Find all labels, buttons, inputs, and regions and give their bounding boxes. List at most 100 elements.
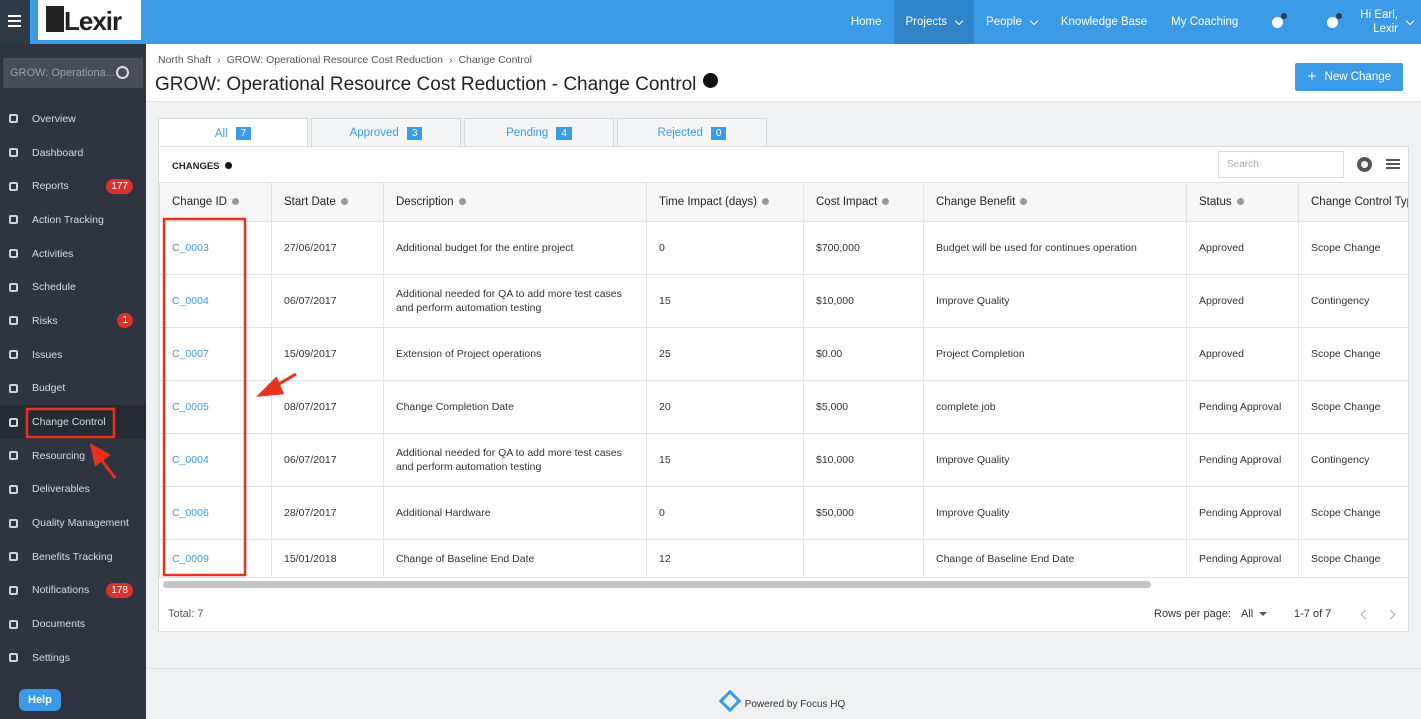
cell: Additional needed for QA to add more tes… xyxy=(383,274,647,328)
column-header[interactable]: Description xyxy=(383,182,647,222)
menu-item[interactable]: Action Tracking xyxy=(0,203,146,237)
menu-label: Risks xyxy=(32,314,58,327)
help-icon[interactable] xyxy=(703,73,719,88)
scrollbar[interactable] xyxy=(163,581,1151,588)
tab[interactable]: Pending 4 xyxy=(464,118,614,147)
cell: 15 xyxy=(646,274,804,328)
table-row: C_0004 06/07/2017 Additional needed for QA… xyxy=(159,274,1408,328)
menu-item[interactable]: Benefits Tracking xyxy=(0,540,146,574)
menu-item[interactable]: Overview xyxy=(0,102,146,136)
logo[interactable]: Lexir xyxy=(38,0,141,40)
nav-item[interactable]: People xyxy=(974,0,1049,44)
menu-item[interactable]: Reports 177 xyxy=(0,169,146,203)
menu-item[interactable]: Issues xyxy=(0,338,146,372)
menu-label: Dashboard xyxy=(32,146,84,159)
change-id-link[interactable]: C_0009 xyxy=(159,539,272,578)
menu-icon xyxy=(9,518,18,528)
header-row: Change ID Start Date Description Time Impac… xyxy=(159,182,1408,222)
menu-item[interactable]: Activities xyxy=(0,237,146,271)
menu-item[interactable]: Budget xyxy=(0,372,146,406)
nav-label: Knowledge Base xyxy=(1060,16,1148,28)
cell: $10,000 xyxy=(803,433,924,487)
cell: 15/01/2018 xyxy=(271,539,384,578)
nav-item[interactable]: Projects xyxy=(893,0,975,44)
changes-table: Change ID Start Date Description Time Impac… xyxy=(159,182,1408,578)
change-id-link[interactable]: C_0006 xyxy=(159,486,272,540)
column-header[interactable]: Change Control Type xyxy=(1298,182,1408,222)
cell: Scope Change xyxy=(1298,380,1408,434)
cell: 28/07/2017 xyxy=(271,486,384,540)
column-header[interactable]: Change Benefit xyxy=(923,182,1187,222)
menu-label: Budget xyxy=(32,382,66,395)
user-text: Hi Earl, Lexir xyxy=(1360,8,1398,36)
tab[interactable]: Approved 3 xyxy=(311,118,461,147)
menu-toggle[interactable] xyxy=(0,0,30,44)
next-page[interactable] xyxy=(1385,609,1396,620)
sidebar: GROW: Operationa... Overview Dashboard Rep… xyxy=(0,44,146,719)
cell: Improve Quality xyxy=(923,486,1187,540)
menu-icon xyxy=(9,653,18,663)
cell: Additional Hardware xyxy=(383,486,647,540)
menu-icon xyxy=(9,181,18,191)
menu-item[interactable]: Change Control xyxy=(0,405,146,439)
cell: Pending Approval xyxy=(1186,486,1299,540)
breadcrumb-item[interactable]: GROW: Operational Resource Cost Reductio… xyxy=(211,54,443,66)
column-header[interactable]: Time Impact (days) xyxy=(646,182,804,222)
menu-item[interactable]: Settings xyxy=(0,641,146,675)
menu-item[interactable]: Risks 1 xyxy=(0,304,146,338)
menu-item[interactable]: Deliverables xyxy=(0,473,146,507)
tab[interactable]: All 7 xyxy=(158,118,308,148)
menu-item[interactable]: Dashboard xyxy=(0,136,146,170)
caret xyxy=(1405,16,1415,25)
project-search[interactable]: GROW: Operationa... xyxy=(3,58,143,88)
cell: Approved xyxy=(1186,221,1299,275)
cell: $0.00 xyxy=(803,327,924,381)
change-id-link[interactable]: C_0003 xyxy=(159,221,272,275)
page-title-wrap: GROW: Operational Resource Cost Reductio… xyxy=(155,73,719,96)
table-row: C_0007 15/09/2017 Extension of Project ope… xyxy=(159,327,1408,381)
menu-label: Documents xyxy=(32,618,86,631)
brand: Lexir xyxy=(64,6,122,36)
tab-label: Rejected xyxy=(657,127,703,139)
change-id-link[interactable]: C_0007 xyxy=(159,327,272,381)
cell: Project Completion xyxy=(923,327,1187,381)
table-row: C_0004 06/07/2017 Additional needed for QA… xyxy=(159,433,1408,487)
menu-item[interactable]: Resourcing xyxy=(0,439,146,473)
menu-item[interactable]: Documents xyxy=(0,607,146,641)
column-header[interactable]: Cost Impact xyxy=(803,182,924,222)
main: North ShaftGROW: Operational Resource Co… xyxy=(146,44,1421,719)
help-button[interactable]: Help xyxy=(19,689,61,711)
user-menu[interactable]: Hi Earl, Lexir xyxy=(1360,8,1421,36)
new-change-button[interactable]: New Change xyxy=(1294,63,1403,91)
tab[interactable]: Rejected 0 xyxy=(617,118,767,147)
columns-menu[interactable] xyxy=(1386,159,1400,169)
globe-icon[interactable] xyxy=(1327,12,1343,28)
menu-icon xyxy=(9,249,18,259)
column-header[interactable]: Start Date xyxy=(271,182,384,222)
change-id-link[interactable]: C_0005 xyxy=(159,380,272,434)
nav-item[interactable]: Home xyxy=(839,0,894,44)
menu-label: Settings xyxy=(32,651,70,664)
alerts-icon[interactable] xyxy=(1272,12,1288,28)
menu-label: Overview xyxy=(32,112,76,125)
rows-select[interactable]: All xyxy=(1241,608,1267,620)
cell: Budget will be used for continues operat… xyxy=(923,221,1187,275)
breadcrumb-item[interactable]: North Shaft xyxy=(158,54,212,66)
tab-label: All xyxy=(214,127,228,140)
settings-icon[interactable] xyxy=(1357,157,1372,172)
change-id-link[interactable]: C_0004 xyxy=(159,433,272,487)
column-header[interactable]: Status xyxy=(1186,182,1299,222)
cell: 06/07/2017 xyxy=(271,274,384,328)
nav-label: People xyxy=(986,16,1022,28)
table-search[interactable]: Search xyxy=(1218,151,1344,178)
tab-count: 4 xyxy=(556,126,572,140)
nav-item[interactable]: Knowledge Base xyxy=(1049,0,1159,44)
menu-item[interactable]: Quality Management xyxy=(0,506,146,540)
column-header[interactable]: Change ID xyxy=(159,182,272,222)
menu-item[interactable]: Schedule xyxy=(0,270,146,304)
nav-item[interactable]: My Coaching xyxy=(1159,0,1250,44)
menu-item[interactable]: Notifications 178 xyxy=(0,574,146,608)
prev-page[interactable] xyxy=(1360,609,1371,620)
change-id-link[interactable]: C_0004 xyxy=(159,274,272,328)
